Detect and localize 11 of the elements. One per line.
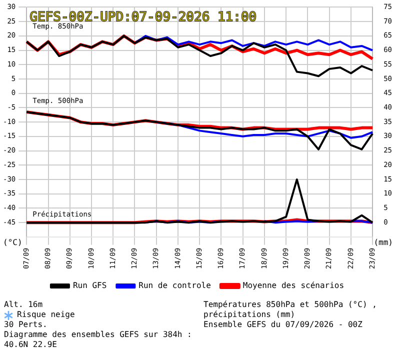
y-axis-title: (°C) bbox=[3, 238, 22, 248]
text: Risque neige bbox=[16, 310, 76, 320]
legend-label: Run GFS bbox=[72, 281, 107, 290]
legend-label: Run de controle bbox=[138, 281, 212, 290]
y2-axis-title: (mm) bbox=[374, 238, 393, 248]
text: Ensemble GEFS du 07/09/2026 - 00Z bbox=[202, 320, 364, 330]
text: Diagramme des ensembles GEFS sur 384h : 40.6N 22.9E bbox=[3, 330, 193, 350]
text: 30 Perts. bbox=[3, 320, 48, 330]
legend-label: Moyenne des scénarios bbox=[242, 281, 344, 290]
text: Alt. 16m bbox=[3, 300, 44, 310]
text: Températures 850hPa et 500hPa (°C) , précipitations (mm) bbox=[202, 300, 378, 320]
